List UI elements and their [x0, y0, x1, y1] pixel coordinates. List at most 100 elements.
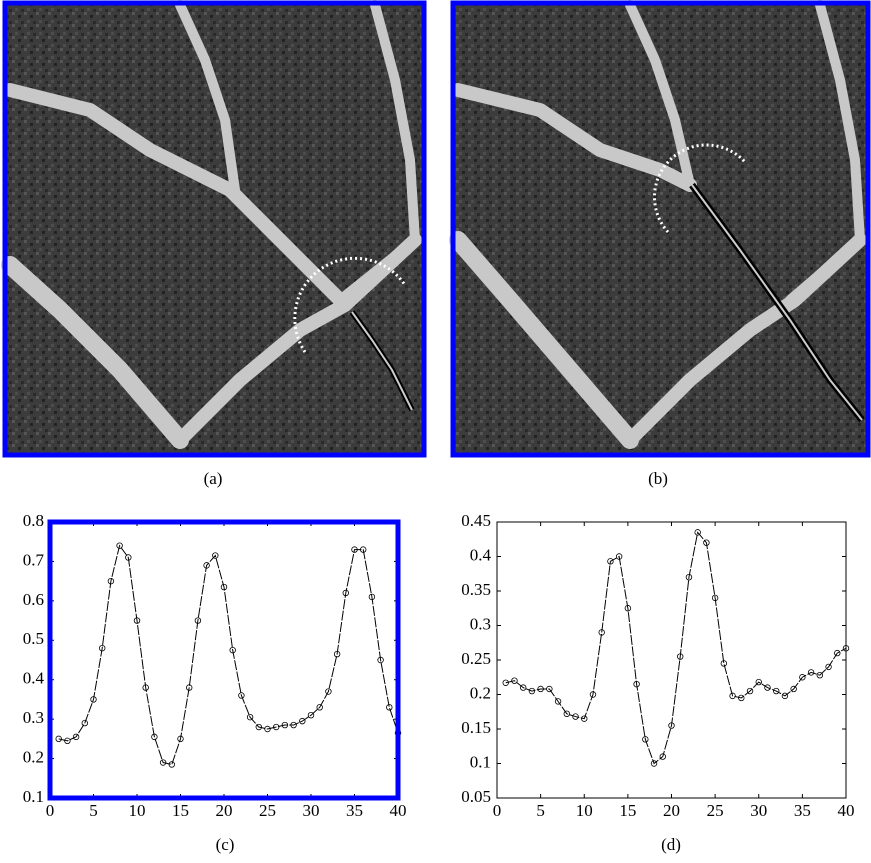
data-point	[677, 653, 684, 660]
data-point	[546, 685, 553, 693]
data-point	[342, 589, 349, 597]
data-point	[72, 733, 80, 741]
y-tick-label: 0.2	[23, 747, 44, 766]
data-point	[598, 629, 605, 636]
data-point	[368, 593, 376, 601]
data-point	[807, 669, 815, 676]
data-point	[746, 687, 754, 695]
y-tick-label: 0.1	[470, 752, 491, 771]
data-point	[825, 663, 832, 671]
x-tick-label: 0	[46, 801, 55, 820]
data-point	[799, 674, 806, 681]
data-point	[773, 687, 780, 695]
data-point	[299, 717, 306, 725]
data-point	[816, 671, 824, 679]
data-line	[505, 531, 847, 765]
data-point	[142, 684, 149, 691]
data-point	[563, 710, 570, 718]
caption: (c)	[216, 835, 235, 854]
x-tick-label: 40	[838, 801, 855, 820]
data-point	[98, 644, 106, 652]
data-point	[755, 678, 762, 686]
data-point	[159, 759, 167, 766]
x-tick-label: 40	[390, 801, 407, 820]
data-point	[168, 761, 175, 768]
data-point	[615, 553, 623, 560]
data-line	[58, 544, 399, 766]
x-tick-label: 35	[794, 801, 811, 820]
data-point	[781, 692, 789, 700]
y-tick-label: 0.15	[461, 718, 491, 737]
data-point	[351, 546, 358, 553]
data-point	[55, 735, 62, 743]
x-tick-label: 35	[346, 801, 363, 820]
x-tick-label: 5	[536, 801, 545, 820]
data-point	[290, 721, 297, 729]
data-point	[572, 713, 579, 720]
data-point	[90, 696, 97, 703]
y-tick-label: 0.3	[470, 614, 491, 633]
data-point	[194, 617, 202, 624]
data-point	[307, 712, 315, 719]
data-point	[642, 736, 649, 743]
x-tick-label: 15	[172, 801, 189, 820]
x-tick-label: 15	[619, 801, 636, 820]
y-tick-label: 0.05	[461, 787, 491, 806]
data-point	[511, 677, 518, 684]
data-point	[238, 692, 245, 699]
data-point	[151, 733, 158, 741]
data-point	[220, 583, 228, 591]
data-point	[246, 713, 254, 721]
image-a	[1, 0, 427, 458]
data-point	[668, 722, 675, 729]
y-tick-label: 0.45	[461, 511, 491, 530]
data-point	[519, 684, 527, 691]
x-tick-label: 0	[493, 801, 502, 820]
plot-frame	[47, 519, 401, 801]
data-point	[107, 577, 115, 585]
data-point	[729, 692, 736, 700]
data-point	[133, 617, 141, 624]
data-point	[685, 574, 693, 581]
data-point	[659, 753, 666, 760]
data-point	[273, 723, 280, 731]
caption: (d)	[661, 835, 681, 854]
y-tick-label: 0.25	[461, 649, 491, 668]
x-tick-label: 5	[89, 801, 98, 820]
data-point	[64, 737, 71, 745]
data-point	[177, 735, 184, 743]
data-point	[694, 529, 701, 536]
data-point	[537, 685, 544, 693]
x-tick-label: 30	[303, 801, 320, 820]
x-tick-label: 10	[129, 801, 146, 820]
y-tick-label: 0.5	[23, 629, 44, 648]
data-point	[203, 562, 210, 569]
y-tick-label: 0.1	[23, 787, 44, 806]
image-b	[449, 0, 871, 458]
x-tick-label: 25	[707, 801, 724, 820]
data-point	[711, 594, 719, 602]
y-tick-label: 0.4	[23, 669, 45, 688]
data-point	[790, 685, 797, 693]
caption: (a)	[204, 469, 223, 488]
caption: (b)	[648, 469, 668, 488]
data-point	[264, 725, 271, 733]
x-tick-label: 30	[750, 801, 767, 820]
data-point	[624, 605, 632, 612]
data-point	[834, 649, 841, 657]
x-tick-label: 10	[576, 801, 593, 820]
data-point	[360, 546, 367, 553]
data-point	[255, 723, 262, 731]
data-point	[554, 698, 562, 705]
data-point	[125, 554, 132, 561]
data-point	[281, 721, 289, 729]
data-point	[607, 558, 614, 565]
data-point	[333, 650, 341, 658]
data-point	[377, 656, 384, 664]
data-point	[116, 542, 123, 549]
data-point	[325, 688, 332, 695]
y-tick-label: 0.35	[461, 580, 491, 599]
y-tick-label: 0.6	[23, 590, 44, 609]
x-tick-label: 20	[663, 801, 680, 820]
